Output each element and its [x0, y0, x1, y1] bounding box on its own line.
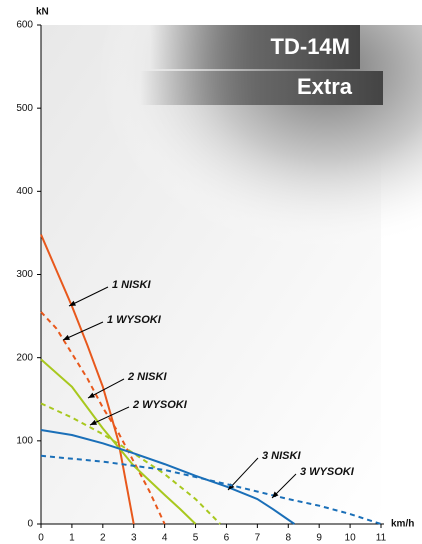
annotation-arrow — [62, 321, 104, 341]
x-tick-label: 2 — [100, 533, 106, 544]
x-tick-label: 8 — [285, 533, 291, 544]
arrow-head — [272, 491, 279, 498]
x-tick-label: 5 — [193, 533, 199, 544]
x-tick-label: 3 — [131, 533, 137, 544]
x-tick-label: 10 — [345, 533, 357, 544]
x-axis-label: km/h — [391, 519, 414, 530]
annotation-arrow — [87, 378, 125, 399]
x-tick-label: 6 — [224, 533, 230, 544]
series-label: 3 WYSOKI — [300, 466, 355, 478]
y-tick-label: 600 — [16, 20, 33, 31]
series-label: 2 WYSOKI — [132, 399, 188, 411]
y-tick-label: 200 — [16, 352, 33, 363]
brand-title: TD-14M — [271, 34, 350, 59]
x-tick-label: 1 — [69, 533, 75, 544]
series-label: 3 NISKI — [262, 450, 301, 462]
series-label: 2 NISKI — [127, 371, 167, 383]
x-tick-label: 7 — [255, 533, 261, 544]
y-tick-label: 400 — [16, 186, 33, 197]
series-line — [40, 311, 166, 525]
brand-subtitle: Extra — [297, 74, 353, 99]
series-line — [40, 454, 382, 525]
annotation-arrow — [227, 457, 259, 491]
series-line — [40, 429, 296, 525]
x-tick-label: 9 — [316, 533, 322, 544]
cloud — [41, 25, 422, 325]
y-tick-label: 300 — [16, 269, 33, 280]
brand-band — [140, 71, 383, 105]
annotation-arrow — [68, 286, 109, 307]
series-label: 1 NISKI — [112, 279, 151, 291]
series-label: 1 WYSOKI — [107, 314, 162, 326]
arrow-head — [63, 334, 70, 340]
annotation-arrow — [89, 406, 130, 426]
y-tick-label: 100 — [16, 435, 33, 446]
y-tick-label: 0 — [27, 519, 33, 530]
x-tick-label: 4 — [162, 533, 168, 544]
series-line — [40, 402, 221, 525]
arrow-head — [90, 419, 97, 425]
arrow-head — [88, 392, 95, 398]
y-axis-label: kN — [36, 7, 49, 18]
x-tick-label: 0 — [38, 533, 44, 544]
y-tick-label: 500 — [16, 103, 33, 114]
arrow-head — [228, 483, 235, 490]
x-tick-label: 11 — [376, 533, 387, 544]
series-line — [40, 234, 135, 525]
brand-band — [150, 25, 360, 69]
arrow-head — [69, 300, 76, 306]
